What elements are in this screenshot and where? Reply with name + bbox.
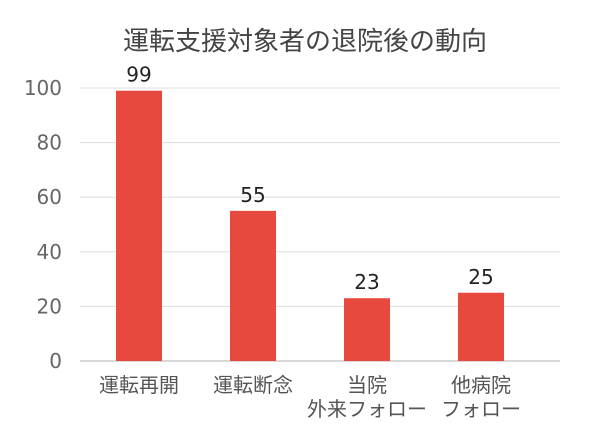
category-label: 他病院 bbox=[451, 373, 511, 397]
chart-title: 運転支援対象者の退院後の動向 bbox=[123, 27, 487, 57]
bar bbox=[116, 90, 162, 361]
category-label: 外来フォロー bbox=[307, 397, 427, 421]
y-tick-label: 80 bbox=[37, 131, 62, 155]
y-tick-label: 0 bbox=[49, 349, 62, 373]
category-label: 当院 bbox=[347, 373, 387, 397]
y-tick-label: 40 bbox=[37, 240, 62, 264]
category-label: 運転断念 bbox=[213, 373, 293, 397]
bar-value-label: 99 bbox=[126, 63, 151, 87]
bar-layer bbox=[116, 90, 504, 361]
bar bbox=[344, 298, 390, 361]
bar-value-label: 25 bbox=[468, 265, 493, 289]
y-tick-label: 100 bbox=[24, 76, 62, 100]
bar bbox=[230, 210, 276, 361]
bar bbox=[458, 292, 504, 361]
category-label: 運転再開 bbox=[99, 373, 179, 397]
y-tick-label: 20 bbox=[37, 294, 62, 318]
category-label: フォロー bbox=[441, 397, 521, 421]
bar-value-label: 23 bbox=[354, 270, 379, 294]
bar-value-label: 55 bbox=[240, 183, 265, 207]
y-tick-label: 60 bbox=[37, 185, 62, 209]
